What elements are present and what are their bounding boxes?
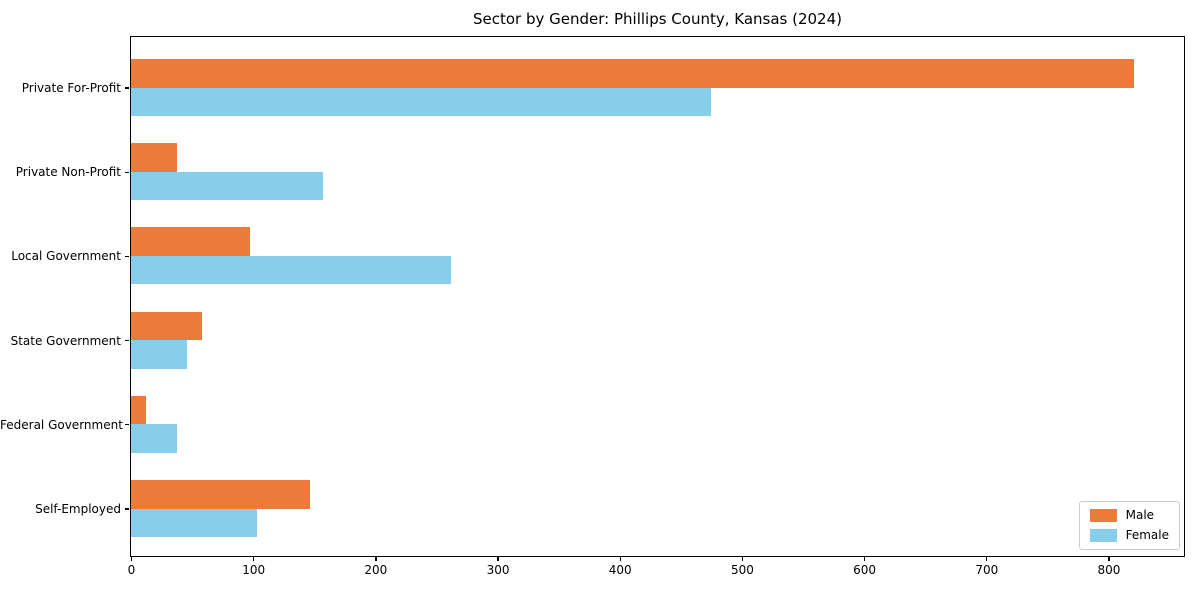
legend-swatch-female (1089, 529, 1117, 542)
x-tick-label-500: 500 (730, 563, 754, 577)
y-axis-label-state-government: State Government (10, 333, 121, 348)
bar-male-local-government (131, 227, 250, 256)
y-axis-label-federal-government: Federal Government (0, 417, 123, 432)
y-tick-mark (125, 424, 129, 426)
legend-label-male: Male (1125, 508, 1155, 522)
bar-female-local-government (131, 255, 452, 285)
x-tick-mark (741, 556, 744, 561)
legend-label-female: Female (1125, 528, 1169, 542)
x-tick-label-800: 800 (1097, 563, 1121, 577)
x-tick-mark (130, 556, 133, 561)
x-tick-mark (619, 556, 621, 561)
bar-male-federal-government (131, 395, 146, 425)
bar-male-private-for-profit (131, 59, 1134, 88)
x-tick-label-700: 700 (975, 563, 999, 577)
legend-item-male: Male (1089, 508, 1169, 522)
y-axis-label-private-non-profit: Private Non-Profit (15, 165, 121, 180)
x-tick-label-400: 400 (608, 563, 632, 577)
x-tick-label-0: 0 (127, 563, 136, 577)
legend-swatch-male (1089, 509, 1117, 522)
x-tick-mark (863, 556, 866, 561)
y-tick-mark (125, 255, 129, 258)
bar-male-self-employed (131, 480, 310, 509)
bar-female-state-government (131, 340, 188, 369)
bar-male-state-government (131, 311, 202, 341)
x-tick-mark (375, 556, 377, 561)
y-tick-mark (125, 171, 129, 173)
x-tick-label-300: 300 (486, 563, 510, 577)
bar-female-self-employed (131, 508, 257, 537)
bar-female-federal-government (131, 424, 178, 453)
bar-male-private-non-profit (131, 143, 178, 172)
x-tick-label-100: 100 (242, 563, 266, 577)
x-tick-mark (497, 556, 499, 561)
x-tick-mark (1108, 556, 1110, 561)
y-tick-mark (125, 339, 129, 342)
y-tick-mark (125, 508, 129, 510)
y-axis-label-self-employed: Self-Employed (35, 502, 121, 516)
plot-area: Male Female (130, 36, 1185, 557)
x-tick-label-600: 600 (853, 563, 877, 577)
x-tick-mark (253, 556, 255, 561)
chart-title: Sector by Gender: Phillips County, Kansa… (472, 10, 843, 28)
bar-female-private-non-profit (131, 171, 323, 201)
x-tick-label-200: 200 (364, 563, 388, 577)
bar-female-private-for-profit (131, 87, 711, 116)
x-tick-mark (986, 556, 988, 561)
legend-item-female: Female (1089, 528, 1169, 542)
y-tick-mark (125, 87, 129, 89)
y-axis-label-private-for-profit: Private For-Profit (21, 81, 121, 95)
legend: Male Female (1078, 501, 1180, 550)
y-axis-label-local-government: Local Government (11, 249, 121, 264)
